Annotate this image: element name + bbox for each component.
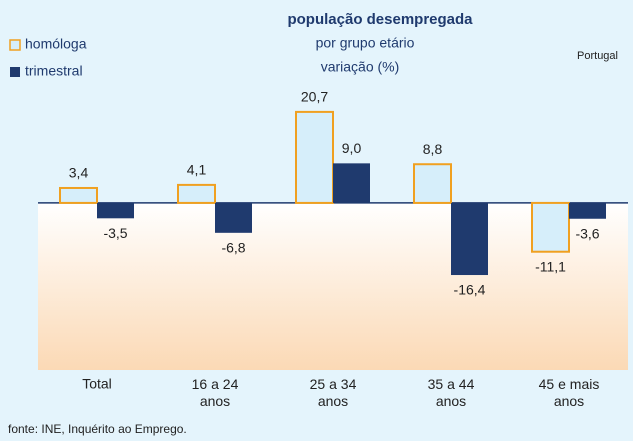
bar xyxy=(531,201,570,253)
chart-subtitle: por grupo etário xyxy=(316,35,415,51)
x-tick-label: 35 a 44 anos xyxy=(428,376,475,409)
value-label: 9,0 xyxy=(342,140,362,156)
bar xyxy=(413,163,452,204)
value-label: -3,6 xyxy=(575,225,599,241)
bar xyxy=(333,163,370,203)
value-label: -3,5 xyxy=(103,225,127,241)
value-label: -16,4 xyxy=(454,282,486,298)
legend-swatch xyxy=(10,67,20,77)
bar xyxy=(569,202,606,219)
legend-label: trimestral xyxy=(25,63,83,79)
value-label: 3,4 xyxy=(69,165,89,181)
x-tick-label: 45 e mais anos xyxy=(539,376,600,409)
legend-label: homóloga xyxy=(25,36,87,52)
value-label: 20,7 xyxy=(301,89,328,105)
chart-title: população desempregada xyxy=(287,11,473,28)
bar xyxy=(177,183,216,204)
bar xyxy=(215,202,252,233)
region: Portugal xyxy=(577,50,618,62)
legend-swatch xyxy=(9,39,21,51)
value-label: -6,8 xyxy=(221,240,245,256)
value-label: 8,8 xyxy=(423,141,443,157)
bar xyxy=(451,202,488,276)
value-label: 4,1 xyxy=(187,162,207,178)
bar xyxy=(295,110,334,204)
value-label: -11,1 xyxy=(535,258,566,274)
bar xyxy=(59,186,98,204)
y-label: variação (%) xyxy=(321,59,400,75)
bar xyxy=(97,202,134,219)
x-tick-label: 16 a 24 anos xyxy=(192,376,239,409)
x-tick-label: 25 a 34 anos xyxy=(310,376,357,409)
x-tick-label: Total xyxy=(82,376,112,392)
source: fonte: INE, Inquérito ao Emprego. xyxy=(8,422,187,436)
plot-lower xyxy=(38,202,628,370)
